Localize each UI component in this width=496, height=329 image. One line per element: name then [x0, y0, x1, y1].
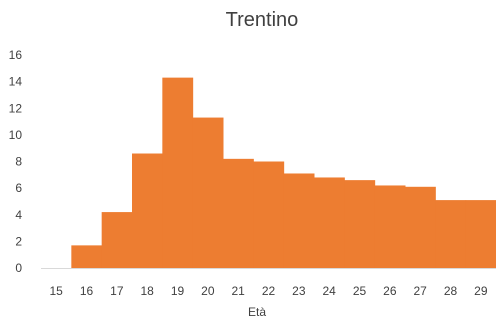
x-tick-label: 23: [292, 284, 306, 298]
x-tick-label: 24: [322, 284, 336, 298]
bar-28: [435, 200, 467, 268]
x-tick-label: 15: [49, 284, 63, 298]
bar-22: [253, 161, 285, 268]
bar-27: [405, 186, 436, 268]
bar-24: [314, 177, 345, 268]
y-tick-label: 12: [9, 101, 23, 115]
y-tick-label: 10: [9, 128, 23, 142]
y-tick-label: 4: [15, 208, 22, 222]
x-tick-label: 19: [171, 284, 185, 298]
x-axis-ticks: 15 16 17 18 19 20 21 22 23 24 25 26 27 28 29: [49, 284, 487, 298]
y-tick-label: 0: [15, 261, 22, 275]
bar-21: [223, 158, 254, 268]
y-tick-label: 16: [9, 48, 23, 62]
y-tick-label: 6: [15, 181, 22, 195]
bar-16: [71, 245, 103, 268]
x-tick-label: 17: [110, 284, 124, 298]
x-tick-label: 27: [413, 284, 427, 298]
chart-title: Trentino: [226, 9, 299, 31]
x-tick-label: 22: [262, 284, 276, 298]
x-tick-label: 18: [140, 284, 154, 298]
bars: [71, 77, 496, 268]
x-tick-label: 20: [201, 284, 215, 298]
y-tick-label: 2: [15, 234, 22, 248]
bar-23: [283, 173, 315, 268]
y-axis-ticks: 0 2 4 6 8 10 12 14 16: [9, 48, 23, 275]
bar-25: [344, 180, 376, 268]
x-tick-label: 25: [353, 284, 367, 298]
x-axis-label: Età: [248, 305, 266, 319]
x-tick-label: 26: [383, 284, 397, 298]
y-tick-label: 14: [9, 75, 23, 89]
bar-26: [374, 185, 406, 268]
bar-29: [465, 200, 496, 268]
x-tick-label: 28: [444, 284, 458, 298]
y-tick-label: 8: [15, 155, 22, 169]
x-tick-label: 29: [474, 284, 488, 298]
bar-18: [132, 153, 163, 268]
bar-20: [192, 117, 224, 268]
x-tick-label: 16: [80, 284, 94, 298]
bar-19: [162, 77, 194, 268]
x-tick-label: 21: [231, 284, 245, 298]
bar-17: [101, 212, 133, 268]
